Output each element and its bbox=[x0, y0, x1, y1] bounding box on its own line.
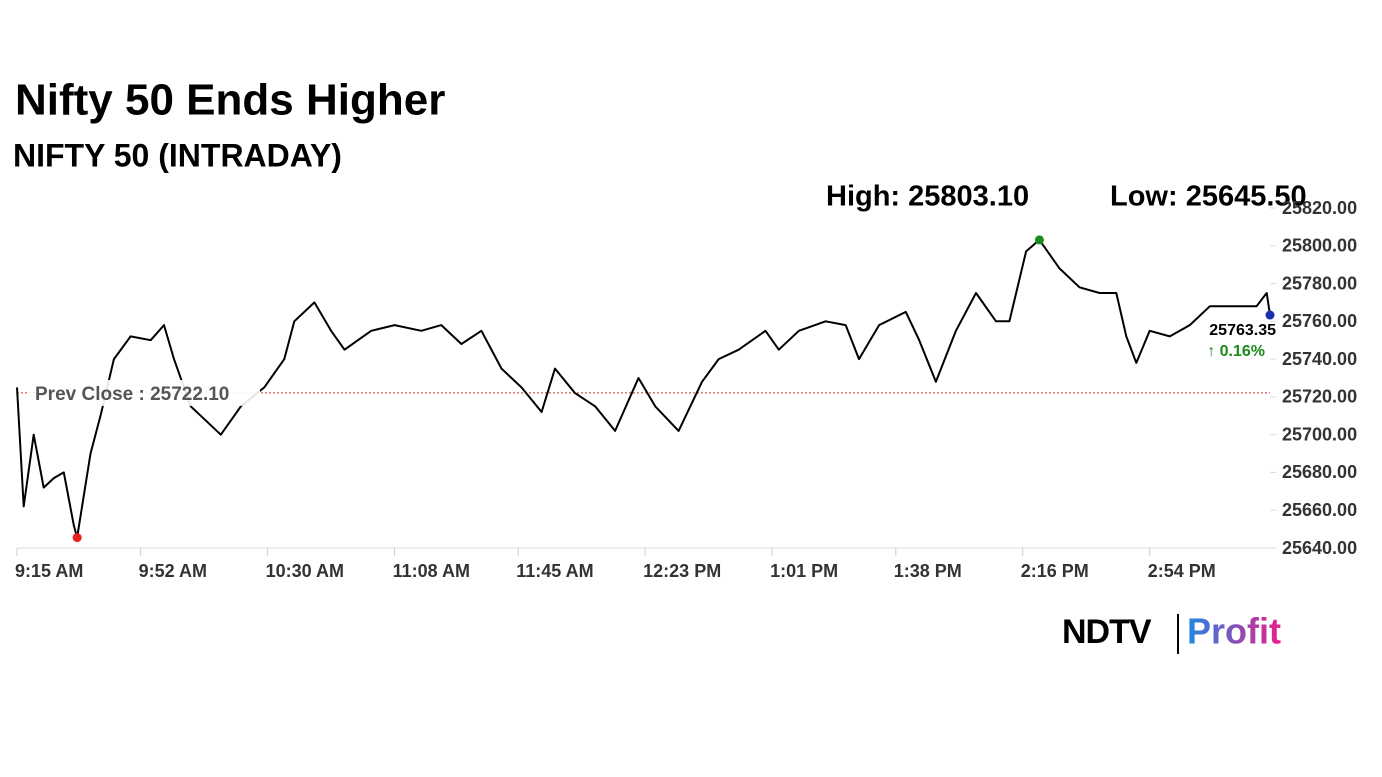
y-tick-label: 25640.00 bbox=[1282, 538, 1357, 558]
y-tick-label: 25760.00 bbox=[1282, 311, 1357, 331]
price-line bbox=[16, 238, 1271, 539]
low-label: Low: 25645.50 bbox=[1110, 181, 1307, 213]
brand-ndtv: NDTV bbox=[1062, 613, 1152, 651]
y-tick-label: 25680.00 bbox=[1282, 462, 1357, 482]
y-tick-label: 25700.00 bbox=[1282, 424, 1357, 444]
low-dot bbox=[72, 533, 82, 543]
x-tick-label: 10:30 AM bbox=[266, 561, 344, 581]
x-tick-label: 1:01 PM bbox=[770, 561, 838, 581]
x-tick-label: 2:16 PM bbox=[1021, 561, 1089, 581]
x-tick-label: 11:45 AM bbox=[516, 561, 593, 581]
y-tick-label: 25720.00 bbox=[1282, 387, 1357, 407]
brand-profit: Profit bbox=[1187, 611, 1281, 652]
y-tick-label: 25820.00 bbox=[1282, 198, 1357, 218]
change-label: ↑ 0.16% bbox=[1207, 343, 1265, 360]
prev-close-label: Prev Close : 25722.10 bbox=[35, 384, 229, 405]
x-tick-label: 9:15 AM bbox=[15, 561, 83, 581]
chart-title: Nifty 50 Ends Higher bbox=[15, 76, 445, 125]
x-tick-label: 12:23 PM bbox=[643, 561, 721, 581]
x-tick-label: 1:38 PM bbox=[894, 561, 962, 581]
x-tick-label: 11:08 AM bbox=[393, 561, 470, 581]
x-tick-label: 9:52 AM bbox=[139, 561, 207, 581]
prev-close-bg bbox=[28, 379, 260, 406]
y-tick-label: 25800.00 bbox=[1282, 236, 1357, 256]
high-label: High: 25803.10 bbox=[826, 181, 1029, 213]
x-tick-label: 2:54 PM bbox=[1148, 561, 1216, 581]
y-tick-label: 25660.00 bbox=[1282, 500, 1357, 520]
high-dot bbox=[1034, 235, 1044, 245]
y-tick-label: 25740.00 bbox=[1282, 349, 1357, 369]
y-tick-label: 25780.00 bbox=[1282, 273, 1357, 293]
last-label: 25763.35 bbox=[1209, 322, 1276, 339]
chart-subtitle: NIFTY 50 (INTRADAY) bbox=[13, 137, 342, 173]
last-dot bbox=[1265, 310, 1275, 320]
